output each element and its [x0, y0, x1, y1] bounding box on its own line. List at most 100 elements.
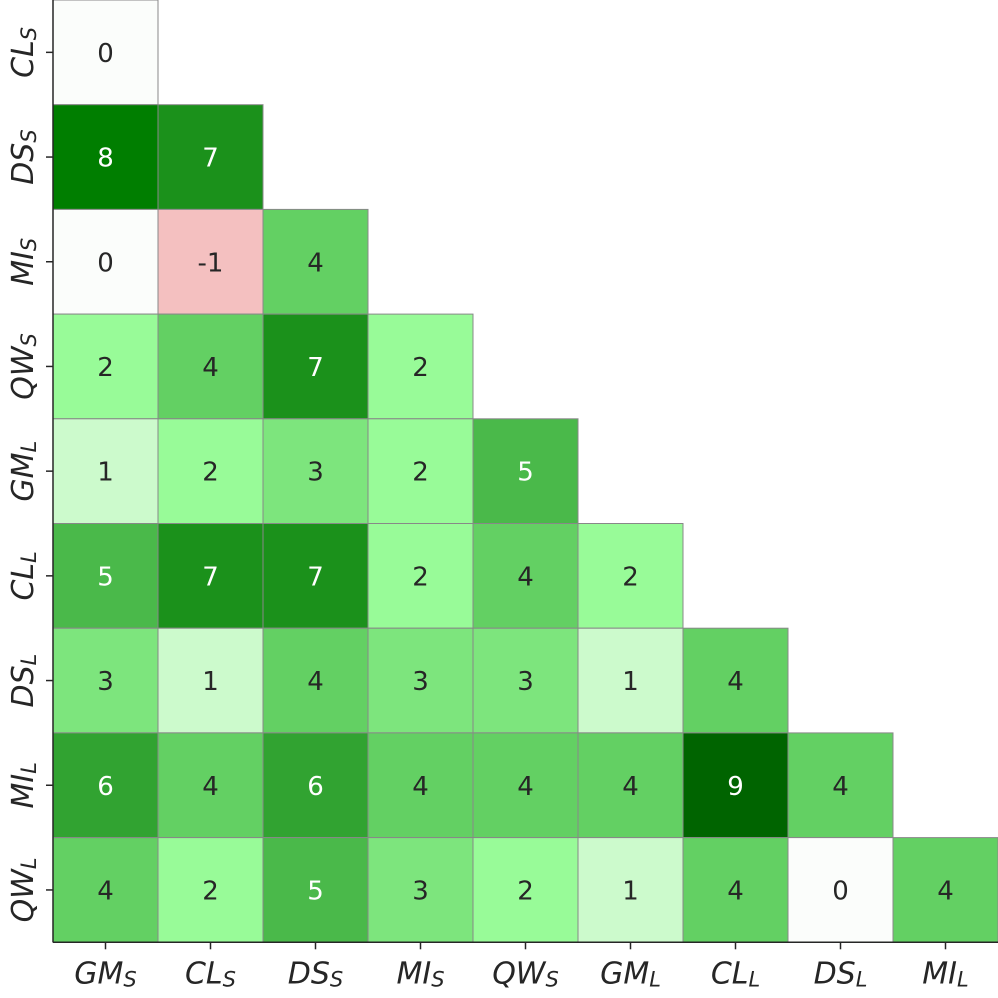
cell [52, 104, 159, 210]
cell-label: 4 [832, 772, 849, 802]
axis-label: CLS [6, 27, 42, 78]
label-text: QW [6, 345, 41, 400]
label-sub: L [17, 857, 41, 869]
label-sub: S [330, 968, 343, 992]
cell-label: 7 [202, 562, 219, 592]
label-text: DS [288, 956, 330, 991]
cell [682, 732, 789, 839]
cell [892, 837, 998, 943]
cell [157, 418, 264, 524]
cell-label: 2 [622, 562, 639, 592]
label-text: QW [492, 956, 547, 991]
label-sub: L [957, 968, 969, 992]
label-sub: S [17, 333, 41, 346]
cell-label: 2 [412, 562, 429, 592]
label-sub: L [17, 762, 41, 774]
cell [367, 837, 474, 943]
label-sub: S [17, 27, 41, 40]
label-sub: S [17, 238, 41, 251]
cell [577, 523, 684, 629]
axis-label: DSL [814, 956, 868, 992]
cell [52, 732, 159, 839]
cell-label: 4 [937, 876, 954, 906]
label-sub: L [17, 441, 41, 453]
cell-label: 7 [202, 144, 219, 174]
cell-label: 3 [97, 667, 114, 697]
cell [157, 837, 264, 943]
axis-label: GML [6, 441, 42, 502]
cell [472, 837, 579, 943]
cell-label: 7 [307, 562, 324, 592]
label-text: CL [185, 956, 223, 991]
cell-label: 5 [517, 458, 534, 488]
axis-label: GML [600, 956, 661, 992]
label-text: MI [922, 956, 957, 991]
label-sub: L [856, 968, 868, 992]
axis-label: CLL [6, 551, 42, 600]
cell-label: 2 [517, 876, 534, 906]
cell-label: 4 [727, 876, 744, 906]
cell [367, 313, 474, 420]
cell [472, 627, 579, 734]
cell [367, 627, 474, 734]
cell-label: 4 [307, 248, 324, 278]
cell-label: 4 [622, 772, 639, 802]
cell [787, 837, 894, 943]
axis-label: GMS [74, 956, 136, 992]
label-text: MI [396, 956, 431, 991]
label-text: CL [6, 563, 41, 601]
cell [577, 732, 684, 839]
cell [367, 523, 474, 629]
cell-label: 3 [517, 667, 534, 697]
cell [52, 0, 159, 106]
cell [262, 627, 369, 734]
cell-label: 0 [832, 876, 849, 906]
cell-label: 4 [97, 876, 114, 906]
cell [472, 523, 579, 629]
label-sub: L [649, 968, 661, 992]
axis-label: QWS [492, 956, 559, 992]
label-text: CL [711, 956, 749, 991]
cell-label: 5 [307, 876, 324, 906]
label-sub: L [17, 551, 41, 563]
cell [577, 627, 684, 734]
axis-label: CLL [711, 956, 760, 992]
cell-label: 9 [727, 772, 744, 802]
cell-label: 1 [622, 876, 639, 906]
cell-label: 6 [307, 772, 324, 802]
cell-label: 2 [97, 353, 114, 383]
cell [682, 627, 789, 734]
cell-label: 3 [412, 876, 429, 906]
label-text: DS [6, 143, 41, 185]
axis-label: QWS [6, 333, 42, 400]
cell-label: 4 [517, 562, 534, 592]
label-text: MI [6, 251, 41, 286]
label-sub: S [17, 129, 41, 142]
cell [157, 627, 264, 734]
cell-label: -1 [198, 248, 224, 278]
cell [367, 732, 474, 839]
cell-label: 8 [97, 144, 114, 174]
cell [787, 732, 894, 839]
cell [52, 837, 159, 943]
cell-label: 7 [307, 353, 324, 383]
axis-label: MIS [6, 238, 42, 286]
cell-label: 2 [412, 458, 429, 488]
cell-label: 4 [202, 353, 219, 383]
axis-label: CLS [185, 956, 236, 992]
label-text: GM [74, 956, 123, 991]
axis-label: DSS [288, 956, 344, 992]
label-sub: S [545, 968, 558, 992]
axis-label: QWL [6, 857, 42, 922]
cell-label: 1 [97, 458, 114, 488]
cell [52, 208, 159, 315]
cell [472, 732, 579, 839]
axis-label: MIS [396, 956, 444, 992]
cell [262, 208, 369, 315]
cell [262, 418, 369, 524]
cell [157, 208, 264, 315]
cell [157, 732, 264, 839]
cell-label: 3 [412, 667, 429, 697]
cell-label: 2 [412, 353, 429, 383]
